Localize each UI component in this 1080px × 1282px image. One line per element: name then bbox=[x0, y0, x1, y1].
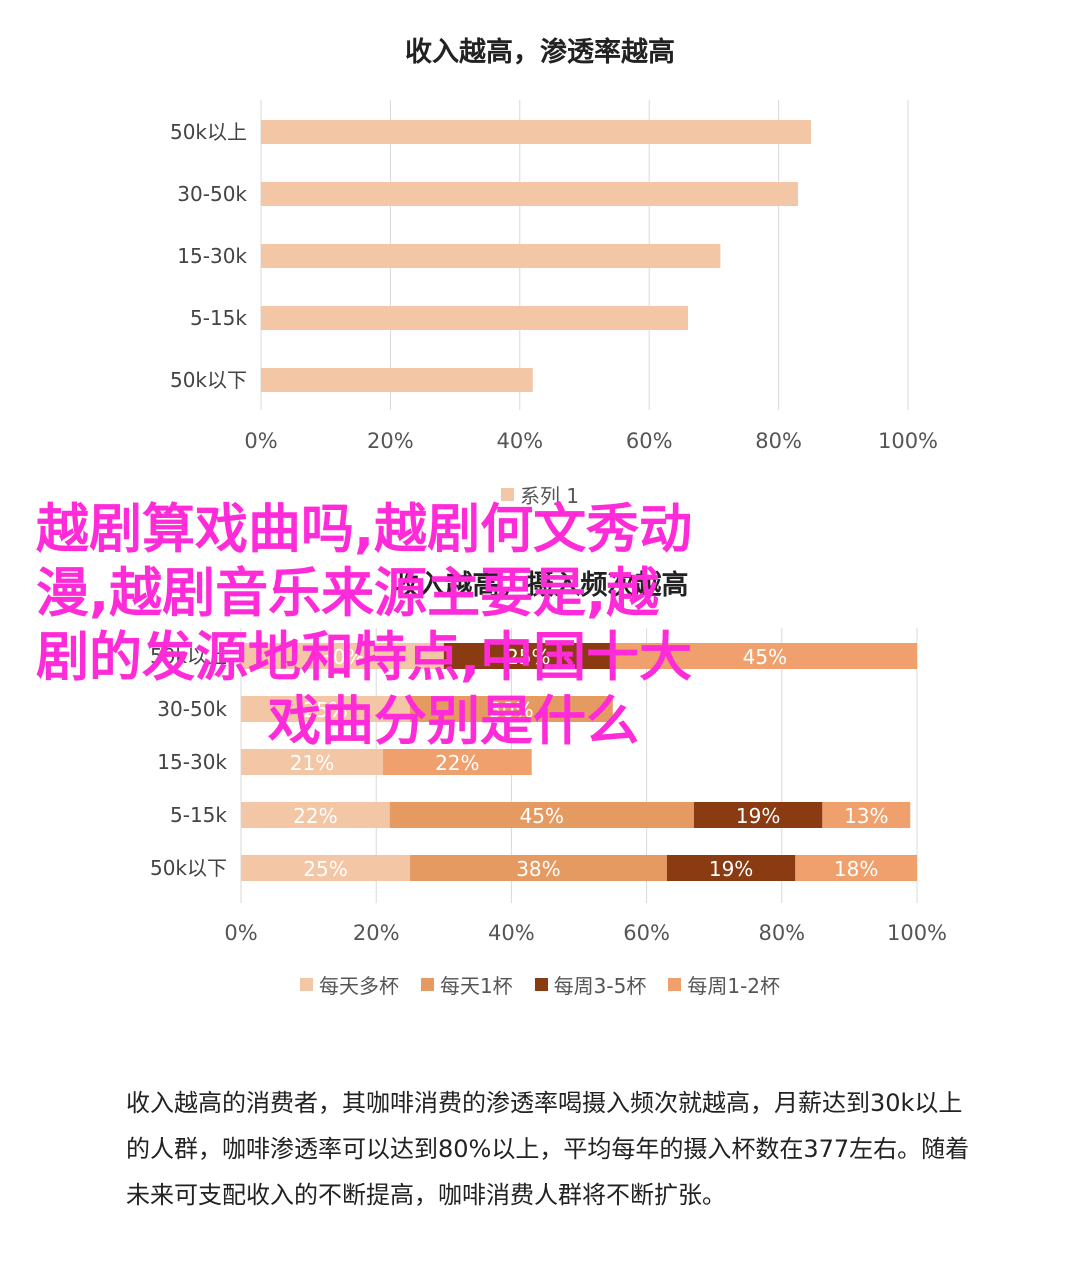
y-category-label: 50k以上 bbox=[150, 644, 227, 668]
legend-item: 每周1-2杯 bbox=[668, 970, 780, 999]
bar-segment bbox=[261, 368, 533, 392]
bar-segment bbox=[410, 855, 667, 881]
x-tick-label: 20% bbox=[367, 429, 414, 453]
legend-swatch bbox=[534, 978, 548, 991]
legend-label: 每天1杯 bbox=[439, 974, 513, 998]
x-tick-label: 0% bbox=[224, 921, 257, 945]
data-label: 19% bbox=[736, 804, 780, 828]
data-label: 25% bbox=[506, 645, 550, 669]
data-label: 45% bbox=[520, 804, 564, 828]
bar-segment bbox=[443, 643, 613, 669]
legend-label: 每周3-5杯 bbox=[553, 974, 647, 998]
legend-label: 系列 1 bbox=[519, 484, 580, 508]
chart-plot: 0% 20% 40% 60% 80% 100% 50k以上 30-50k 15-30k 5-15k… bbox=[170, 100, 938, 453]
y-category-label: 30-50k bbox=[157, 697, 227, 721]
legend-item: 每周3-5杯 bbox=[534, 970, 647, 999]
legend-swatch bbox=[420, 978, 434, 991]
x-tick-label: 20% bbox=[353, 921, 400, 945]
legend-item: 每天1杯 bbox=[420, 970, 513, 999]
x-tick-label: 80% bbox=[758, 921, 805, 945]
y-category-label: 5-15k bbox=[190, 306, 247, 330]
chart-title: 收入越高，摄入频次越高 bbox=[391, 570, 689, 601]
chart-legend: 系列 1 bbox=[0, 480, 1080, 509]
data-label: 30% bbox=[320, 645, 364, 669]
body-paragraph: 收入越高的消费者，其咖啡消费的渗透率喝摄入频次就越高，月薪达到30k以上的人群，… bbox=[126, 1089, 970, 1209]
data-label: 25% bbox=[303, 857, 347, 881]
y-category-label: 15-30k bbox=[177, 244, 247, 268]
bar-segment bbox=[261, 182, 799, 206]
bar-segment bbox=[382, 749, 532, 775]
bar-segment bbox=[410, 696, 613, 722]
bar-segment bbox=[261, 306, 689, 330]
bar-segment bbox=[241, 643, 444, 669]
x-tick-label: 100% bbox=[878, 429, 938, 453]
legend-label: 每周1-2杯 bbox=[687, 974, 781, 998]
bar-segment bbox=[241, 802, 390, 828]
bar-segment bbox=[822, 802, 911, 828]
data-label: 18% bbox=[834, 857, 878, 881]
x-tick-label: 80% bbox=[755, 429, 802, 453]
overlay-headline: 越剧算戏曲吗,越剧何文秀动 漫,越剧音乐来源主要是,越 剧的发源地和特点,中国十… bbox=[36, 498, 1046, 754]
data-label: 22% bbox=[293, 804, 337, 828]
y-category-label: 30-50k bbox=[177, 182, 247, 206]
bar-segment bbox=[795, 855, 917, 881]
overlay-line: 戏曲分别是什么 bbox=[268, 691, 639, 752]
data-label: 30% bbox=[489, 698, 533, 722]
data-label: 45% bbox=[743, 645, 787, 669]
chart-title: 收入越高，渗透率越高 bbox=[405, 37, 675, 68]
chart-legend: 每天多杯 每天1杯 每周3-5杯 每周1-2杯 bbox=[0, 970, 1080, 999]
legend-swatch bbox=[299, 978, 313, 991]
data-label: 21% bbox=[290, 751, 334, 775]
data-label: 22% bbox=[435, 751, 479, 775]
chart-plot: 0% 20% 40% 60% 80% 100% 50k以上 30% 25% 45% 30-50k 25… bbox=[150, 628, 947, 945]
bar-segment bbox=[241, 696, 410, 722]
data-label: 13% bbox=[844, 804, 888, 828]
bar-segment bbox=[241, 749, 383, 775]
bar-segment bbox=[612, 643, 917, 669]
y-category-label: 50k以下 bbox=[150, 856, 227, 880]
data-label: 25% bbox=[303, 698, 347, 722]
bar-segment bbox=[666, 855, 796, 881]
x-tick-label: 40% bbox=[488, 921, 535, 945]
legend-item: 每天多杯 bbox=[299, 970, 399, 999]
bar-segment bbox=[389, 802, 694, 828]
legend-label: 每天多杯 bbox=[318, 974, 399, 998]
overlay-line: 漫,越剧音乐来源主要是,越 bbox=[36, 563, 660, 624]
y-category-label: 50k以上 bbox=[170, 120, 247, 144]
x-tick-label: 100% bbox=[887, 921, 947, 945]
bar-segment bbox=[261, 120, 811, 144]
y-category-label: 50k以下 bbox=[170, 368, 247, 392]
bar-segment bbox=[261, 244, 721, 268]
x-tick-label: 60% bbox=[623, 921, 670, 945]
chart-income-frequency: 收入越高，摄入频次越高 0% 20% 40% 60% 80% 100% 50k以上 30% 25… bbox=[0, 545, 1080, 1015]
bar-segment bbox=[693, 802, 823, 828]
y-category-label: 15-30k bbox=[157, 750, 227, 774]
data-label: 19% bbox=[709, 857, 753, 881]
legend-swatch bbox=[668, 978, 682, 991]
chart-income-penetration: 收入越高，渗透率越高 0% 20% 40% 60% 80% 100% 50k以上 30-50k… bbox=[0, 0, 1080, 520]
overlay-line: 剧的发源地和特点,中国十大 bbox=[36, 627, 693, 688]
y-category-label: 5-15k bbox=[170, 803, 227, 827]
overlay-line: 越剧算戏曲吗,越剧何文秀动 bbox=[36, 499, 693, 560]
legend-item: 系列 1 bbox=[500, 480, 580, 509]
legend-swatch bbox=[500, 488, 514, 501]
bar-segment bbox=[241, 855, 410, 881]
x-tick-label: 60% bbox=[626, 429, 673, 453]
data-label: 38% bbox=[516, 857, 560, 881]
x-tick-label: 40% bbox=[496, 429, 543, 453]
x-tick-label: 0% bbox=[244, 429, 277, 453]
